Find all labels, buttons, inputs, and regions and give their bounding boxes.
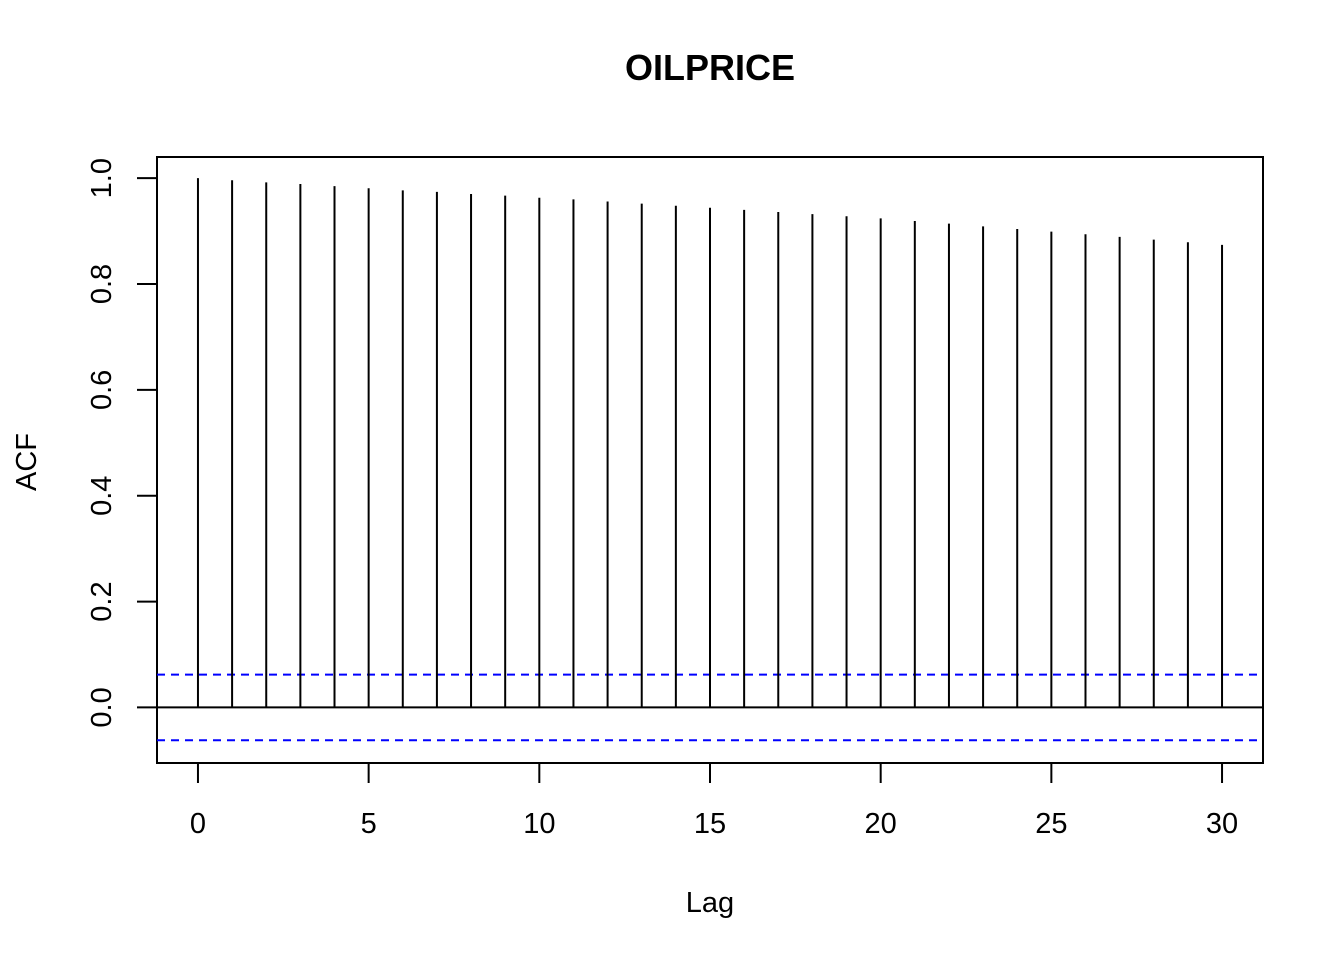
y-tick-label: 1.0 (86, 158, 118, 198)
y-tick-label: 0.8 (86, 264, 118, 304)
y-tick-label: 0.0 (86, 687, 118, 727)
y-tick-label: 0.4 (86, 476, 118, 516)
y-tick-label: 0.2 (86, 581, 118, 621)
x-axis-label: Lag (686, 887, 734, 919)
x-tick-label: 20 (865, 808, 897, 840)
chart-title: OILPRICE (625, 47, 795, 88)
x-tick-label: 25 (1035, 808, 1067, 840)
plot-layer: 0 5 10 15 20 25 30 0.0 0.2 0.4 0.6 0.8 1.0 (86, 156, 1264, 840)
x-tick-label: 30 (1206, 808, 1238, 840)
x-tick-label: 10 (523, 808, 555, 840)
y-axis-label: ACF (11, 433, 43, 491)
x-tick-label: 15 (694, 808, 726, 840)
x-tick-label: 0 (190, 808, 206, 840)
y-tick-label: 0.6 (86, 370, 118, 410)
x-tick-label: 5 (361, 808, 377, 840)
